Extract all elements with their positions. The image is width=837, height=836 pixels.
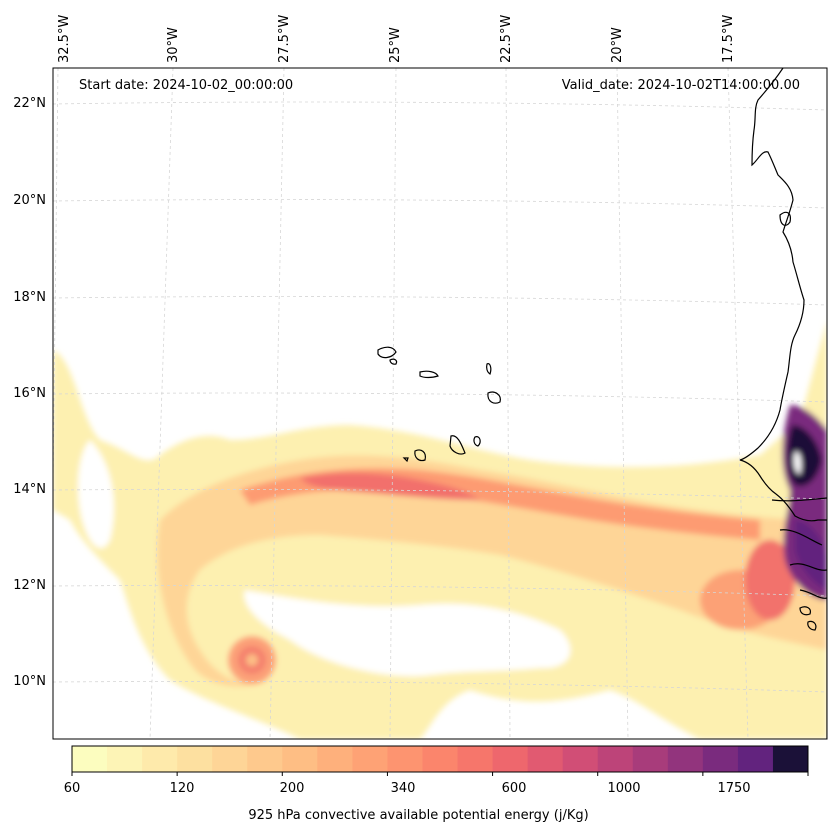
colorbar-segment	[422, 746, 459, 772]
graticule	[53, 68, 827, 739]
parallel	[53, 489, 827, 500]
colorbar-tick-label: 600	[501, 781, 527, 796]
colorbar-tick-label: 340	[390, 781, 416, 796]
colorbar-segment	[177, 746, 213, 772]
colorbar-segment	[142, 746, 178, 772]
meridian	[727, 68, 749, 739]
lat-label: 10°N	[13, 674, 46, 689]
colorbar-segment	[492, 746, 529, 772]
colorbar-segment	[737, 746, 774, 772]
lon-label: 27.5°W	[277, 14, 292, 63]
parallel	[53, 681, 827, 693]
lat-label: 16°N	[13, 386, 46, 401]
island	[449, 435, 466, 455]
island	[377, 346, 397, 359]
island	[779, 211, 791, 226]
colorbar-segment	[632, 746, 669, 772]
colorbar-segment	[667, 746, 704, 772]
lat-label: 20°N	[13, 193, 46, 208]
colorbar-segment	[317, 746, 353, 772]
meridian	[389, 68, 397, 739]
parallel	[53, 199, 827, 209]
colorbar-segment	[282, 746, 318, 772]
lon-label: 32.5°W	[57, 14, 72, 63]
colorbar-title: 925 hPa convective available potential e…	[248, 808, 589, 823]
island	[799, 606, 811, 616]
colorbar-segment	[107, 746, 143, 772]
gambia-river	[771, 497, 827, 502]
parallel	[53, 585, 827, 597]
colorbar-segment	[352, 746, 388, 772]
lat-label: 18°N	[13, 290, 46, 305]
meridian	[269, 68, 285, 739]
lon-label: 30°W	[166, 27, 181, 63]
colorbar-segment	[562, 746, 599, 772]
meridian	[616, 68, 629, 739]
colorbar-border	[71, 745, 809, 773]
map-content	[53, 68, 827, 739]
island	[807, 620, 817, 631]
colorbar-segment	[72, 746, 108, 772]
meridian	[505, 68, 511, 739]
lat-label: 12°N	[13, 578, 46, 593]
meridian	[149, 68, 174, 739]
island	[402, 457, 409, 463]
colorbar-segment	[527, 746, 564, 772]
parallel	[53, 101, 827, 111]
lat-label: 14°N	[13, 482, 46, 497]
lat-label: 22°N	[13, 96, 46, 111]
lon-label: 17.5°W	[721, 14, 736, 63]
colorbar-segment	[772, 746, 809, 772]
start-date-label: Start date: 2024-10-02_00:00:00	[79, 78, 294, 93]
parallel	[53, 296, 827, 306]
colorbar-segment	[702, 746, 739, 772]
colorbar-tick-label: 1750	[717, 781, 751, 796]
africa-coast	[739, 68, 827, 739]
islands	[377, 211, 817, 631]
lon-label: 22.5°W	[499, 14, 514, 63]
cape-field	[53, 320, 827, 739]
lon-label: 20°W	[610, 27, 625, 63]
colorbar-segment	[597, 746, 634, 772]
island	[487, 391, 501, 404]
island	[473, 436, 481, 447]
colorbar-segment	[247, 746, 283, 772]
colorbar-tick-label: 60	[63, 781, 81, 796]
colorbar-tick-label: 1000	[607, 781, 641, 796]
island	[486, 363, 492, 375]
island	[414, 449, 426, 462]
colorbar-segment	[457, 746, 494, 772]
colorbar-segment	[387, 746, 423, 772]
guinea-bissau-coast	[779, 529, 827, 599]
colorbar-tick-label: 200	[279, 781, 305, 796]
colorbar	[71, 745, 809, 776]
map-frame	[52, 67, 828, 740]
island	[389, 358, 398, 365]
valid-date-label: Valid_date: 2024-10-02T14:00:00.00	[561, 78, 800, 93]
colorbar-tick-label: 120	[169, 781, 195, 796]
coastline	[739, 68, 827, 739]
colorbar-segment	[212, 746, 248, 772]
island	[419, 370, 439, 379]
parallel	[53, 392, 827, 403]
lon-label: 25°W	[388, 27, 403, 63]
